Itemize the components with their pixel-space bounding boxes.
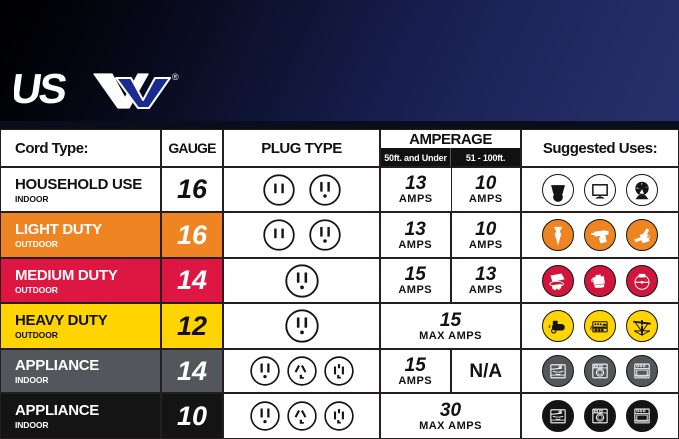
svg-text:®: ® — [172, 72, 179, 82]
svg-text:US: US — [14, 70, 69, 110]
